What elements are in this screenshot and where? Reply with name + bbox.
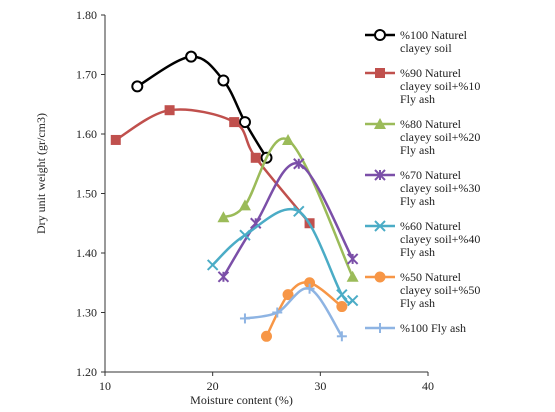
data-point: [293, 205, 305, 218]
series-line: [244, 287, 343, 338]
data-point: [304, 283, 315, 294]
series-7: [239, 283, 347, 342]
y-tick-label: 1.40: [76, 246, 97, 260]
data-point: [346, 253, 359, 265]
data-point: [346, 270, 359, 282]
series-6: [261, 277, 348, 342]
y-tick-label: 1.70: [76, 68, 97, 82]
data-point: [336, 301, 348, 313]
data-point: [131, 80, 144, 93]
legend-label: clayey soil+%50: [400, 283, 480, 297]
legend-label: Fly ash: [400, 92, 435, 106]
marker-stroke: [293, 205, 305, 218]
legend-label: %60 Naturel: [400, 219, 462, 233]
legend-label: %100 Naturel: [400, 28, 468, 42]
legend-label: Fly ash: [400, 296, 435, 310]
legend-label: Fly ash: [400, 143, 435, 157]
legend-swatch-marker: [375, 323, 385, 333]
data-point: [110, 134, 121, 145]
data-point: [282, 289, 294, 301]
series-1: [131, 50, 273, 164]
y-tick-label: 1.50: [76, 187, 97, 201]
x-tick-label: 10: [99, 379, 111, 393]
legend-swatch-marker: [374, 220, 386, 232]
data-point: [206, 259, 219, 271]
legend-swatch-marker: [375, 68, 385, 78]
y-tick-label: 1.20: [76, 365, 97, 379]
x-tick-label: 40: [422, 379, 434, 393]
marker-stroke: [239, 229, 251, 241]
legend-label: clayey soil+%20: [400, 130, 480, 144]
legend-label: Fly ash: [400, 245, 435, 259]
series-line: [222, 162, 354, 278]
legend-swatch-marker: [374, 29, 386, 41]
data-point: [238, 199, 251, 211]
marker-stroke: [346, 294, 359, 307]
y-axis-title: Dry unit weight (gr/cm3): [34, 113, 48, 234]
marker-stroke: [206, 259, 219, 271]
series-4: [217, 158, 359, 283]
legend-label: %90 Naturel: [400, 66, 462, 80]
data-point: [282, 133, 295, 145]
data-point: [261, 330, 272, 342]
legend-label: Fly ash: [400, 194, 435, 208]
series-3: [217, 133, 359, 282]
data-point: [164, 105, 175, 116]
series-5: [206, 205, 359, 307]
axes-group: 1.20 1.30 1.40 1.50 1.60 1.70 1.80 10 20 30 40 Mois…: [34, 8, 434, 407]
legend-label: %80 Naturel: [400, 117, 462, 131]
data-point: [272, 307, 283, 318]
y-tick-label: 1.30: [76, 306, 97, 320]
series-line: [115, 108, 311, 225]
legend-label: clayey soil+%30: [400, 181, 480, 195]
legend-label: %50 Naturel: [400, 270, 462, 284]
y-tick-label: 1.80: [76, 8, 97, 22]
legend-label: %100 Fly ash: [400, 321, 466, 335]
legend-label: clayey soil: [400, 41, 452, 55]
legend-item-7: %100 Fly ash: [365, 321, 466, 335]
x-axis-title: Moisture content (%): [190, 393, 293, 407]
data-point: [336, 288, 348, 301]
x-tick-label: 30: [314, 379, 326, 393]
legend-label: %70 Naturel: [400, 168, 462, 182]
data-point: [239, 229, 251, 241]
data-point: [336, 331, 347, 342]
data-point: [239, 313, 250, 324]
legend-swatch-marker: [374, 271, 386, 283]
data-point: [346, 294, 359, 307]
data-point: [293, 158, 305, 170]
data-point: [185, 50, 198, 63]
data-point: [238, 116, 251, 129]
data-point: [229, 117, 240, 128]
series-line: [265, 281, 343, 337]
legend-swatch-marker: [374, 118, 386, 129]
marker-stroke: [336, 288, 348, 301]
data-point: [217, 74, 230, 87]
y-tick-label: 1.60: [76, 127, 97, 141]
legend-label: clayey soil+%10: [400, 79, 480, 93]
data-point: [250, 152, 261, 163]
data-point: [217, 211, 230, 223]
data-point: [217, 271, 230, 283]
series-group: [110, 50, 359, 342]
legend-label: clayey soil+%40: [400, 232, 480, 246]
legend-swatch-marker: [374, 169, 386, 181]
x-tick-label: 20: [207, 379, 219, 393]
series-line: [222, 137, 354, 278]
marker-stroke: [374, 220, 386, 232]
